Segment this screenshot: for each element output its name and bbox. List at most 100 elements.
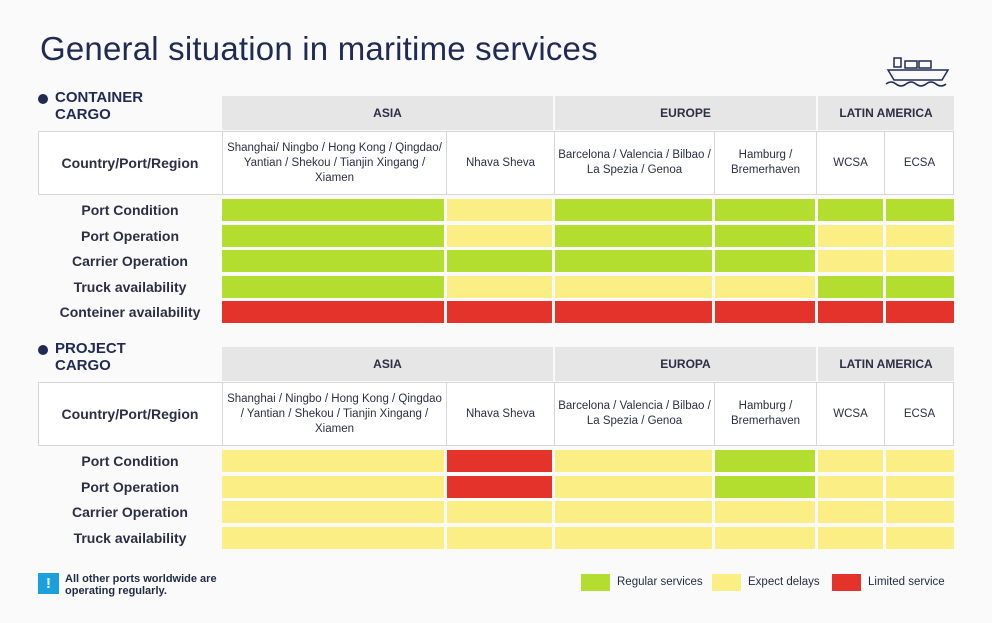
status-cell-delays	[818, 526, 883, 549]
region-asia: ASIA	[222, 96, 553, 130]
region-europa: EUROPA	[555, 347, 816, 381]
status-cell-regular	[818, 199, 883, 221]
info-icon: !	[38, 573, 59, 594]
row-label: Port Operation	[80, 478, 179, 495]
port-nhava-sheva: Nhava Sheva	[446, 131, 554, 195]
note-text: All other ports worldwide are operating …	[65, 573, 217, 597]
status-cell-regular	[715, 475, 815, 498]
port-nhava-sheva: Nhava Sheva	[446, 382, 554, 446]
status-cell-limited	[222, 301, 444, 324]
status-cell-delays	[447, 526, 552, 549]
status-cell-limited	[886, 301, 954, 324]
legend-label-regular: Regular services	[617, 576, 703, 588]
ship-icon	[885, 57, 950, 87]
region-asia: ASIA	[222, 347, 553, 381]
row-label: Carrier Operation	[72, 253, 188, 270]
legend-swatch-regular	[581, 574, 610, 591]
status-cell-delays	[555, 475, 712, 498]
status-cell-delays	[886, 250, 954, 273]
status-cell-regular	[555, 199, 712, 221]
region-latin-america: LATIN AMERICA	[818, 96, 954, 130]
bullet-icon	[38, 345, 48, 355]
status-cell-limited	[447, 301, 552, 324]
row-label: Port Operation	[80, 227, 179, 244]
status-cell-delays	[886, 224, 954, 247]
status-cell-limited	[715, 301, 815, 324]
port-europe-south: Barcelona / Valencia / Bilbao / La Spezi…	[554, 382, 714, 446]
port-header-row	[38, 131, 954, 195]
section-title-line1: PROJECT	[55, 340, 126, 357]
status-cell-delays	[715, 275, 815, 298]
status-cell-delays	[555, 526, 712, 549]
status-cell-delays	[222, 501, 444, 524]
status-cell-delays	[886, 526, 954, 549]
country-port-region-label: Country/Port/Region	[61, 406, 199, 422]
status-cell-regular	[222, 199, 444, 221]
port-ecsa: ECSA	[884, 382, 954, 446]
port-wcsa: WCSA	[816, 382, 884, 446]
section-title-line2: CARGO	[55, 357, 111, 374]
row-label: Truck availability	[73, 529, 187, 546]
section-title-line2: CARGO	[55, 106, 111, 123]
region-europe: EUROPE	[555, 96, 816, 130]
status-cell-delays	[818, 250, 883, 273]
status-cell-regular	[715, 199, 815, 221]
status-cell-delays	[555, 501, 712, 524]
port-asia-china: Shanghai/ Ningbo / Hong Kong / Qingdao/ …	[222, 131, 446, 195]
status-cell-regular	[555, 250, 712, 273]
row-label: Truck availability	[73, 278, 187, 295]
status-cell-delays	[555, 450, 712, 472]
status-cell-delays	[222, 475, 444, 498]
status-cell-delays	[818, 224, 883, 247]
port-europe-south: Barcelona / Valencia / Bilbao / La Spezi…	[554, 131, 714, 195]
status-cell-regular	[715, 224, 815, 247]
status-cell-limited	[818, 301, 883, 324]
status-cell-delays	[447, 275, 552, 298]
status-cell-delays	[818, 450, 883, 472]
row-label: Carrier Operation	[72, 504, 188, 521]
status-cell-regular	[886, 199, 954, 221]
status-cell-regular	[447, 250, 552, 273]
status-cell-delays	[886, 450, 954, 472]
status-cell-delays	[447, 199, 552, 221]
status-cell-regular	[715, 450, 815, 472]
status-cell-delays	[818, 475, 883, 498]
status-cell-delays	[715, 526, 815, 549]
legend-label-limited: Limited service	[868, 576, 945, 588]
status-cell-delays	[222, 526, 444, 549]
status-cell-regular	[818, 275, 883, 298]
status-cell-regular	[715, 250, 815, 273]
port-header-row	[38, 382, 954, 446]
status-cell-delays	[818, 501, 883, 524]
port-wcsa: WCSA	[816, 131, 884, 195]
status-cell-limited	[447, 475, 552, 498]
status-cell-delays	[886, 501, 954, 524]
row-label: Port Condition	[81, 202, 179, 218]
status-cell-regular	[886, 275, 954, 298]
row-label: Port Condition	[81, 453, 179, 469]
port-asia-china: Shanghai / Ningbo / Hong Kong / Qingdao …	[222, 382, 446, 446]
status-cell-delays	[555, 275, 712, 298]
legend-swatch-limited	[832, 574, 861, 591]
status-cell-delays	[886, 475, 954, 498]
row-label: Conteiner availability	[59, 304, 201, 321]
status-cell-limited	[555, 301, 712, 324]
status-cell-regular	[222, 224, 444, 247]
status-cell-limited	[447, 450, 552, 472]
status-cell-regular	[222, 250, 444, 273]
legend-swatch-delays	[712, 574, 741, 591]
bullet-icon	[38, 94, 48, 104]
page-title: General situation in maritime services	[40, 30, 598, 67]
region-latin-america: LATIN AMERICA	[818, 347, 954, 381]
legend-label-delays: Expect delays	[748, 576, 820, 588]
status-cell-regular	[555, 224, 712, 247]
port-ecsa: ECSA	[884, 131, 954, 195]
status-cell-regular	[222, 275, 444, 298]
status-cell-delays	[447, 501, 552, 524]
status-cell-delays	[715, 501, 815, 524]
status-cell-delays	[222, 450, 444, 472]
country-port-region-label: Country/Port/Region	[61, 155, 199, 171]
section-title-line1: CONTAINER	[55, 89, 144, 106]
port-europe-north: Hamburg / Bremerhaven	[714, 131, 816, 195]
port-europe-north: Hamburg / Bremerhaven	[714, 382, 816, 446]
